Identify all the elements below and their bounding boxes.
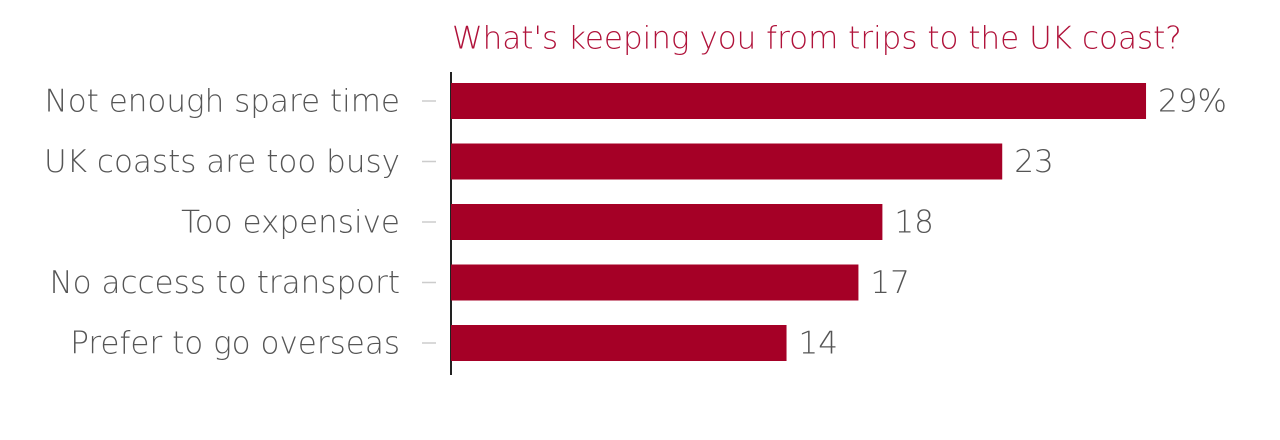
bar xyxy=(451,143,1003,180)
value-label: 17 xyxy=(870,265,909,301)
bar xyxy=(451,83,1147,119)
value-label: 18 xyxy=(894,205,933,241)
value-label: 14 xyxy=(799,326,838,362)
bar xyxy=(451,204,883,240)
chart-title: What's keeping you from trips to the UK … xyxy=(452,21,1182,57)
value-label: 29% xyxy=(1158,84,1227,120)
y-tick-label: No access to transport xyxy=(49,265,400,301)
y-tick-label: UK coasts are too busy xyxy=(44,144,400,180)
bar xyxy=(451,325,787,361)
value-label: 23 xyxy=(1014,144,1053,180)
y-tick-label: Too expensive xyxy=(181,205,400,241)
bar xyxy=(451,264,859,301)
y-tick-label: Not enough spare time xyxy=(45,84,400,120)
y-tick-label: Prefer to go overseas xyxy=(70,326,400,362)
